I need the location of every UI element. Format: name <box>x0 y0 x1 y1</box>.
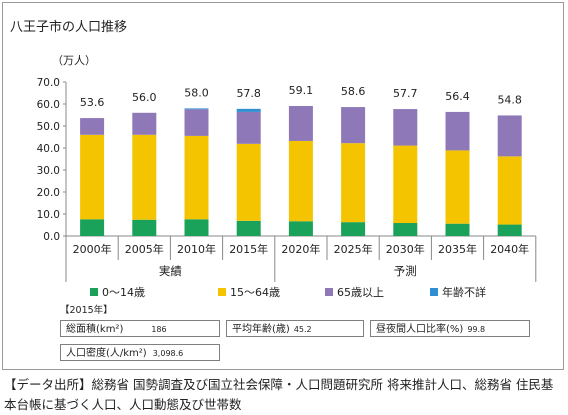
legend-swatch <box>90 288 98 296</box>
bar-segment <box>497 224 522 236</box>
bar-segment <box>341 107 366 144</box>
x-tick-label: 2040年 <box>490 242 529 256</box>
x-tick-label: 2035年 <box>438 242 477 256</box>
ratio-value: 99.8 <box>467 325 486 334</box>
bar-segment <box>236 111 261 144</box>
chart-frame <box>2 2 564 370</box>
density-label: 人口密度(人/km²) <box>66 348 147 359</box>
y-tick-label: 50.0 <box>37 121 60 133</box>
y-tick-label: 0.0 <box>43 231 60 243</box>
group-label: 実績 <box>159 264 182 278</box>
bar-segment <box>236 108 261 112</box>
x-tick-label: 2020年 <box>281 242 320 256</box>
source-note: 【データ出所】総務省 国勢調査及び国立社会保障・人口問題研究所 将来推計人口、総… <box>4 377 554 412</box>
bar-segment <box>80 134 105 220</box>
bar-segment <box>393 145 418 224</box>
legend-label: 年齢不詳 <box>442 285 486 299</box>
total-label: 53.6 <box>80 96 105 109</box>
density-value: 3,098.6 <box>152 349 184 358</box>
density-stat: 人口密度(人/km²) 3,098.6 <box>60 344 220 361</box>
bar-segment <box>184 109 209 136</box>
y-tick-label: 70.0 <box>37 77 60 89</box>
bar-segment <box>341 222 366 236</box>
group-label: 予測 <box>394 264 417 278</box>
bar-segment <box>132 112 157 135</box>
stats-heading: 【2015年】 <box>60 305 113 316</box>
age-label: 平均年齢(歳) <box>232 324 290 335</box>
total-label: 59.1 <box>289 84 314 97</box>
total-label: 56.4 <box>445 90 470 103</box>
area-value: 186 <box>151 325 167 334</box>
age-stat: 平均年齢(歳) 45.2 <box>226 320 364 337</box>
ratio-stat: 昼夜間人口比率(%) 99.8 <box>370 320 530 337</box>
bar-segment <box>236 220 261 236</box>
total-label: 57.8 <box>236 87 261 100</box>
stats-panel: 【2015年】 総面積(km²) 186 平均年齢(歳) 45.2 昼夜間人口比率(… <box>60 302 530 366</box>
bar-segment <box>184 108 209 110</box>
total-label: 56.0 <box>132 91 157 104</box>
legend-label: 15～64歳 <box>230 286 280 299</box>
bar-segment <box>236 143 261 221</box>
x-tick-label: 2000年 <box>73 242 112 256</box>
bar-segment <box>497 156 522 225</box>
y-tick-label: 20.0 <box>37 187 60 199</box>
bar-segment <box>341 143 366 223</box>
bar-segment <box>132 134 157 220</box>
legend-swatch <box>325 288 333 296</box>
x-tick-label: 2025年 <box>334 242 373 256</box>
x-tick-label: 2005年 <box>125 242 164 256</box>
area-stat: 総面積(km²) 186 <box>60 320 220 337</box>
bar-segment <box>393 109 418 146</box>
bar-segment <box>288 105 313 141</box>
bar-segment <box>497 115 522 157</box>
y-tick-label: 30.0 <box>37 165 60 177</box>
area-label: 総面積(km²) <box>66 324 124 335</box>
y-tick-label: 60.0 <box>37 99 60 111</box>
total-label: 58.0 <box>184 86 209 99</box>
bar-segment <box>80 219 105 236</box>
total-label: 57.7 <box>393 87 418 100</box>
age-value: 45.2 <box>293 325 312 334</box>
legend-label: 0～14歳 <box>102 286 145 299</box>
legend-label: 65歳以上 <box>337 286 384 299</box>
population-chart: （万人） 0.0 10.0 20.0 30.0 40.0 50.0 60.0 70.0 53.6 2… <box>37 54 537 299</box>
total-label: 54.8 <box>497 93 522 106</box>
y-tick-label: 10.0 <box>37 209 60 221</box>
x-tick-label: 2030年 <box>386 242 425 256</box>
bar-segment <box>184 219 209 236</box>
total-label: 58.6 <box>341 85 366 98</box>
bar-segment <box>288 140 313 222</box>
bar-segment <box>132 219 157 236</box>
bar-segment <box>80 118 105 135</box>
bar-segment <box>288 221 313 236</box>
x-tick-label: 2015年 <box>229 242 268 256</box>
legend-swatch <box>430 288 438 296</box>
legend-swatch <box>218 288 226 296</box>
bar-segment <box>445 150 470 224</box>
bar-segment <box>393 223 418 236</box>
bar-segment <box>445 111 470 151</box>
bar-segment <box>445 223 470 236</box>
page-title: 八王子市の人口推移 <box>10 20 128 35</box>
x-tick-label: 2010年 <box>177 242 216 256</box>
y-unit-label: （万人） <box>52 54 96 67</box>
y-tick-label: 40.0 <box>37 143 60 155</box>
ratio-label: 昼夜間人口比率(%) <box>376 324 464 335</box>
bar-segment <box>184 135 209 220</box>
